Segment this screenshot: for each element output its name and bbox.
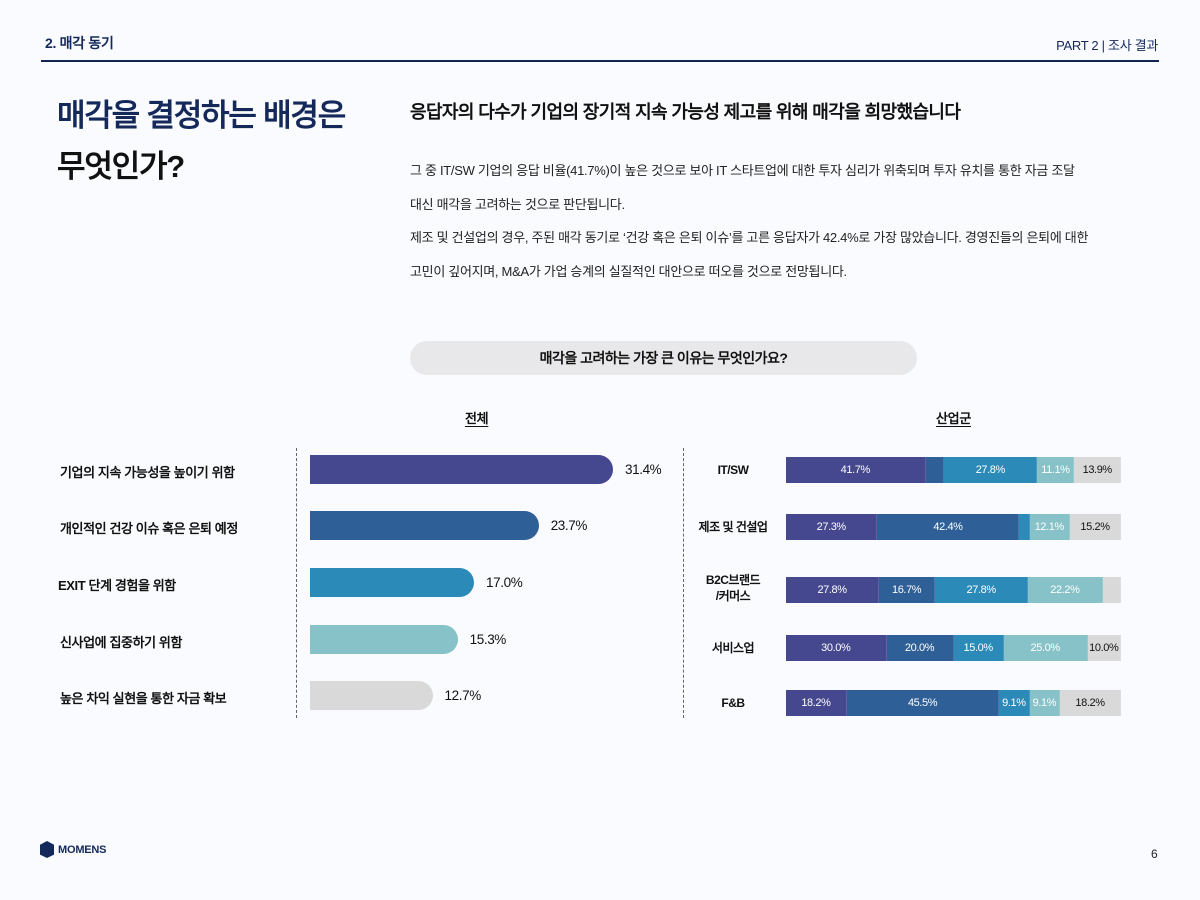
bar-segment: 13.9%: [1074, 457, 1121, 483]
logo-cube-icon: [40, 841, 54, 858]
bar-value: 17.0%: [486, 575, 523, 590]
bar: [310, 681, 433, 710]
bar-segment: 18.2%: [1060, 690, 1121, 716]
bar-segment: 22.2%: [1028, 577, 1103, 603]
industry-label-line: B2C브랜드: [705, 573, 761, 587]
bar-segment: [1019, 514, 1030, 540]
page-title-line2: 무엇인가?: [57, 149, 185, 184]
stacked-bar: 41.7% 27.8% 11.1% 13.9%: [786, 457, 1121, 483]
part-label: PART 2 | 조사 결과: [1056, 38, 1158, 53]
category-label: 높은 차익 실현을 통한 자금 확보: [60, 691, 227, 706]
bar-segment: 11.1%: [1037, 457, 1075, 483]
bar-segment: 9.1%: [1029, 690, 1061, 716]
page-number: 6: [1151, 847, 1158, 861]
bar-segment: 15.2%: [1070, 514, 1121, 540]
bar-segment: 27.8%: [786, 577, 880, 603]
category-label: EXIT 단계 경험을 위함: [58, 578, 176, 593]
bar-segment: 10.0%: [1087, 635, 1121, 661]
body-line: 제조 및 건설업의 경우, 주된 매각 동기로 ‘건강 혹은 은퇴 이슈’를 고…: [410, 230, 1089, 245]
bar-segment: 18.2%: [786, 690, 847, 716]
industry-label: B2C브랜드/커머스: [690, 572, 776, 604]
category-label: 신사업에 집중하기 위함: [60, 635, 183, 650]
bar-segment: 9.1%: [999, 690, 1030, 716]
bar: [310, 455, 613, 484]
industry-label-line: /커머스: [715, 589, 751, 603]
bar: [310, 625, 458, 654]
bar-segment: 20.0%: [886, 635, 954, 661]
stacked-bar: 27.3% 42.4% 12.1% 15.2%: [786, 514, 1121, 540]
survey-question: 매각을 고려하는 가장 큰 이유는 무엇인가요?: [410, 341, 917, 375]
bar-segment: 30.0%: [786, 635, 887, 661]
bar-segment: 16.7%: [879, 577, 936, 603]
body-text: 그 중 IT/SW 기업의 응답 비율(41.7%)이 높은 것으로 보아 IT…: [410, 154, 1160, 288]
bar-segment: 27.3%: [786, 514, 878, 540]
bar: [310, 568, 475, 597]
bar-segment: 41.7%: [786, 457, 926, 483]
industry-label: IT/SW: [717, 463, 749, 477]
page-title: 매각을 결정하는 배경은 무엇인가?: [57, 90, 346, 192]
bar-value: 12.7%: [444, 688, 482, 703]
bar-segment: 27.8%: [935, 577, 1029, 603]
logo-text: MOMENS: [58, 843, 107, 856]
header-divider: [41, 60, 1159, 62]
body-line: 고민이 깊어지며, M&A가 가업 승계의 실질적인 대안으로 떠오를 것으로 …: [410, 263, 847, 279]
bar-segment: 15.0%: [953, 635, 1004, 661]
stacked-bar: 18.2% 45.5% 9.1% 9.1% 18.2%: [786, 690, 1121, 716]
divider-dashed: [683, 448, 684, 718]
bar-segment: [1102, 577, 1121, 603]
bar-segment: 42.4%: [877, 514, 1020, 540]
industry-label: F&B: [721, 696, 745, 710]
headline: 응답자의 다수가 기업의 장기적 지속 가능성 제고를 위해 매각을 희망했습니…: [410, 102, 961, 122]
body-line: 그 중 IT/SW 기업의 응답 비율(41.7%)이 높은 것으로 보아 IT…: [410, 163, 1075, 178]
page-title-line1: 매각을 결정하는 배경은: [57, 98, 346, 133]
bar-value: 31.4%: [625, 462, 662, 477]
industry-label: 산업군: [936, 411, 971, 426]
bar-segment: 27.8%: [944, 457, 1038, 483]
bar-segment: 45.5%: [846, 690, 1000, 716]
industry-label: 제조 및 건설업: [698, 520, 768, 534]
section-title: 2. 매각 동기: [45, 35, 114, 51]
divider-dashed: [296, 448, 297, 718]
bar-segment: 12.1%: [1029, 514, 1071, 540]
stacked-bar: 27.8% 16.7% 27.8% 22.2%: [786, 577, 1121, 603]
bar-value: 15.3%: [469, 632, 507, 647]
category-label: 개인적인 건강 이슈 혹은 은퇴 예정: [60, 521, 238, 536]
category-label: 기업의 지속 가능성을 높이기 위함: [60, 465, 235, 480]
body-line: 대신 매각을 고려하는 것으로 판단됩니다.: [410, 196, 625, 212]
logo: MOMENS: [40, 841, 107, 858]
bar: [310, 511, 539, 540]
industry-label: 서비스업: [711, 641, 755, 655]
bar-segment: [925, 457, 945, 483]
stacked-bar: 30.0% 20.0% 15.0% 25.0% 10.0%: [786, 635, 1121, 661]
overall-label: 전체: [465, 411, 489, 426]
bar-value: 23.7%: [550, 518, 588, 533]
bar-segment: 25.0%: [1003, 635, 1088, 661]
